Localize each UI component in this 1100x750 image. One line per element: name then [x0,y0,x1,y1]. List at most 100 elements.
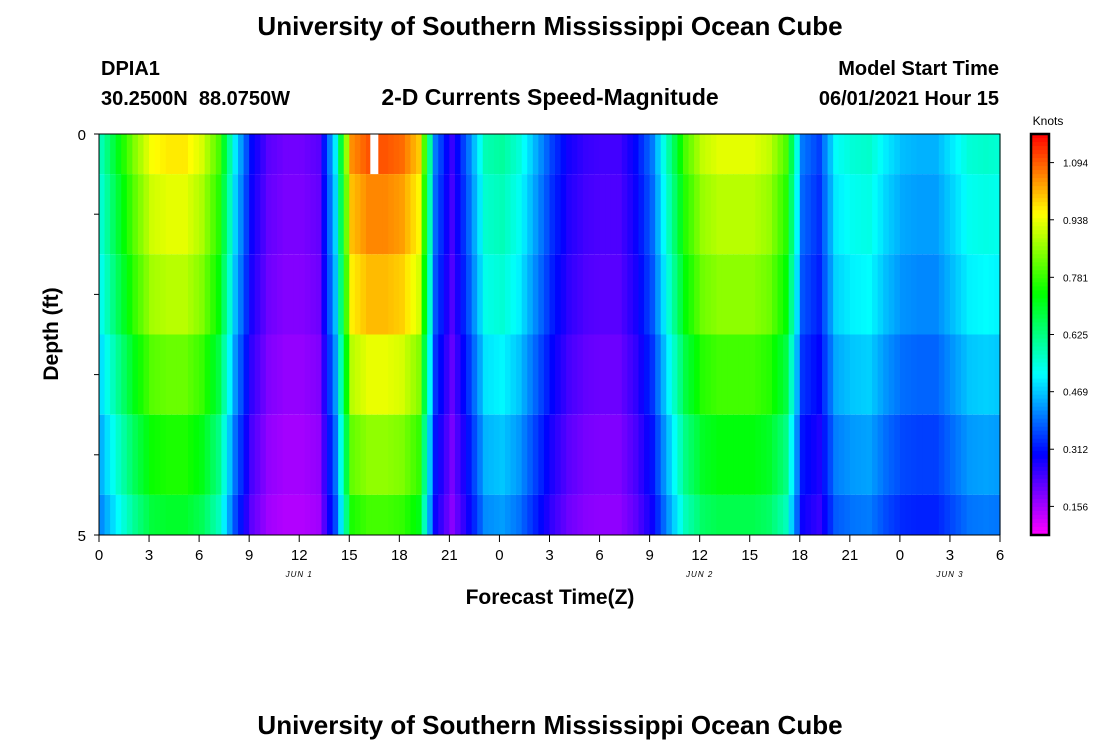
heatmap-cell [738,174,745,255]
heatmap-cell [299,494,306,535]
heatmap-cell [838,494,845,535]
heatmap-cell [555,334,562,415]
heatmap-cell [632,334,640,415]
heatmap-cell [454,414,462,495]
heatmap-cell [404,134,412,175]
heatmap-cell [638,494,645,535]
heatmap-cell [638,134,645,175]
heatmap-cell [994,254,1001,335]
heatmap-cell [243,174,250,255]
heatmap-cell [549,174,556,255]
heatmap-cell [838,334,845,415]
heatmap-cell [427,134,434,175]
heatmap-cell [738,334,745,415]
heatmap-cell [827,334,834,415]
colorbar-swatch [1031,458,1049,464]
heatmap-cell [899,254,907,335]
heatmap-cell [760,134,768,175]
colorbar-swatch [1031,418,1049,424]
colorbar-swatch [1031,286,1049,291]
heatmap-cell [694,134,701,175]
y-tick-label: 0 [78,127,86,144]
heatmap-cell [605,334,612,415]
heatmap-cell [799,494,806,535]
heatmap-cell [187,254,195,335]
heatmap-cell [632,174,640,255]
heatmap-cell [187,414,195,495]
colorbar-swatch [1031,294,1049,300]
heatmap-cell [760,494,768,535]
heatmap-cell [104,414,111,495]
heatmap-cell [443,334,450,415]
heatmap-cell [988,174,996,255]
colorbar-swatch [1031,530,1049,536]
colorbar-swatch [1031,138,1049,143]
heatmap-cell [343,494,350,535]
heatmap-cell [176,254,184,335]
heatmap-cell [899,174,907,255]
heatmap-cell [99,414,106,495]
heatmap-cell [438,414,445,495]
heatmap-cell [149,174,156,255]
heatmap-cell [994,494,1001,535]
heatmap-cell [616,494,623,535]
heatmap-cell [549,494,556,535]
heatmap-cell [238,174,245,255]
heatmap-cell [310,494,317,535]
heatmap-cell [627,254,634,335]
x-axis-label: Forecast Time(Z) [466,586,635,609]
heatmap-cell [354,254,361,335]
colorbar-swatch [1031,338,1049,344]
heatmap-cell [204,134,211,175]
heatmap-cell [332,414,339,495]
heatmap-cell [688,334,695,415]
heatmap-cell [193,174,200,255]
colorbar-swatch [1031,362,1049,368]
heatmap-cell [688,134,695,175]
heatmap-cell [176,174,184,255]
heatmap-cell [187,494,195,535]
heatmap-cell [621,494,628,535]
heatmap-cell [260,254,267,335]
heatmap-cell [193,334,200,415]
heatmap-cell [911,174,918,255]
heatmap-cell [966,134,973,175]
heatmap-cell [783,334,790,415]
heatmap-cell [760,254,768,335]
colorbar-swatch [1031,210,1049,215]
heatmap-cell [410,254,417,335]
heatmap-cell [621,134,628,175]
heatmap-cell [938,174,945,255]
heatmap-cell [310,134,317,175]
heatmap-cell [649,414,656,495]
heatmap-cell [749,414,756,495]
heatmap-cell [710,134,717,175]
heatmap-cell [293,134,300,175]
heatmap-cell [838,414,845,495]
heatmap-cell [104,334,111,415]
station-id: DPIA1 [101,58,160,80]
heatmap-cell [716,134,723,175]
heatmap-cell [110,494,117,535]
heatmap-cell [927,174,934,255]
heatmap-cell [327,414,334,495]
heatmap-cell [577,134,584,175]
heatmap-cell [449,334,456,415]
x-tick-label: 9 [245,547,253,564]
heatmap-cell [788,254,795,335]
heatmap-cell [988,414,996,495]
colorbar-swatch [1031,262,1049,267]
heatmap-cell [888,494,895,535]
heatmap-cell [605,174,612,255]
heatmap-cell [593,334,601,415]
heatmap-cell [671,254,679,335]
heatmap-cell [232,414,239,495]
heatmap-cell [671,334,679,415]
heatmap-cell [705,254,712,335]
heatmap-cell [382,494,389,535]
heatmap-cell [293,254,300,335]
colorbar-swatch [1031,482,1049,488]
x-axis: 0 3 6 9 12 15 18 21 0 3 6 9 12 15 18 21 0 3 6 JUN 1 JUN 2 JUN… [95,535,1004,579]
heatmap-cell [460,174,467,255]
